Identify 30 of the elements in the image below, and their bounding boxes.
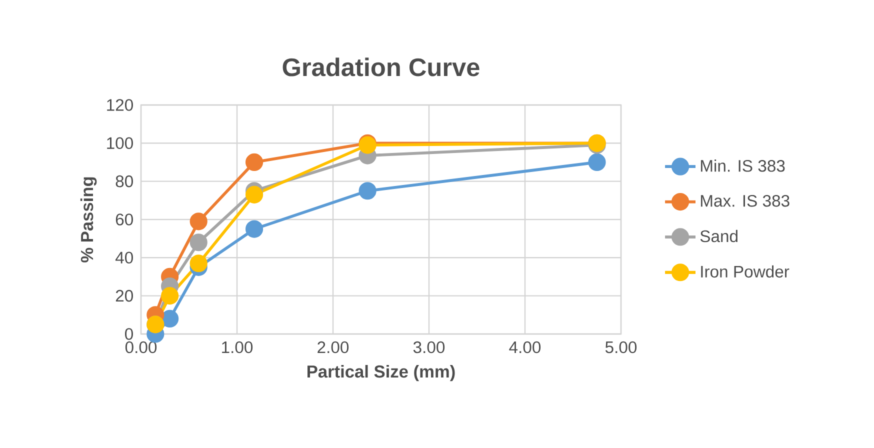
- point: [161, 310, 179, 328]
- point: [190, 254, 208, 272]
- point: [245, 220, 264, 238]
- point: [245, 186, 264, 204]
- legend-label: Min. IS 383: [700, 160, 785, 172]
- point: [245, 153, 264, 172]
- legend-label: Sand: [700, 230, 738, 242]
- y-tick-label: 60: [116, 214, 133, 226]
- y-tick-label: 100: [107, 137, 133, 150]
- point: [161, 287, 179, 305]
- point: [190, 234, 208, 252]
- legend-label: Iron Powder: [701, 265, 790, 278]
- point: [358, 182, 376, 200]
- y-tick-label: 80: [116, 175, 133, 188]
- x-axis-title: Partical Size (mm): [307, 364, 455, 382]
- point: [190, 212, 208, 230]
- chart-title: Gradation Curve: [282, 58, 480, 76]
- y-tick-label: 40: [115, 252, 133, 264]
- x-tick-label: 2.00: [318, 341, 349, 354]
- y-tick-label: 120: [107, 99, 133, 111]
- y-axis-title: % Passing: [80, 177, 97, 262]
- y-tick-label: 0: [125, 328, 133, 340]
- x-tick-label: 0.00: [125, 341, 157, 354]
- x-tick-label: 3.00: [413, 341, 445, 354]
- x-tick-label: 4.00: [509, 341, 541, 354]
- legend-label: Max. IS 383: [700, 194, 790, 207]
- x-tick-label: 1.00: [222, 341, 253, 354]
- y-tick-label: 20: [116, 290, 133, 302]
- point: [588, 153, 606, 172]
- x-tick-label: 5.00: [605, 341, 637, 354]
